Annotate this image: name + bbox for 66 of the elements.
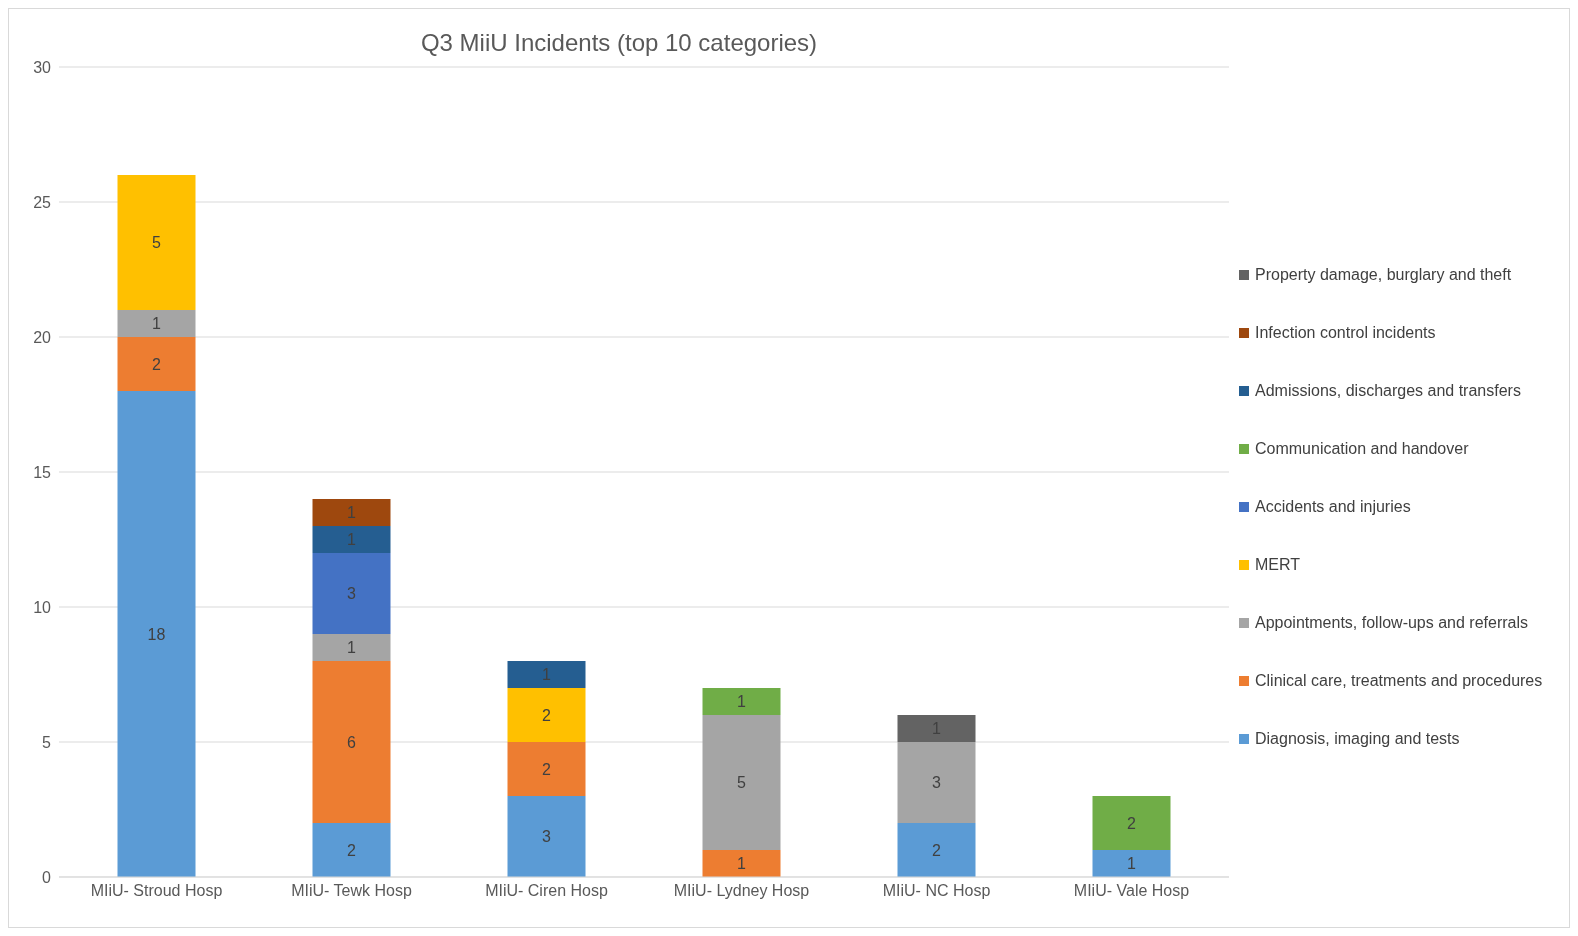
bar (897, 823, 976, 877)
bar (897, 715, 976, 742)
data-label: 3 (932, 774, 942, 792)
legend-label: Admissions, discharges and transfers (1255, 382, 1521, 400)
data-label: 1 (152, 315, 162, 333)
y-tick-label: 10 (33, 598, 52, 616)
bar (312, 661, 391, 823)
bar (312, 823, 391, 877)
legend-label: Clinical care, treatments and procedures (1255, 672, 1543, 690)
bar (507, 742, 586, 796)
data-label: 1 (347, 531, 357, 549)
bar (312, 499, 391, 526)
bar (117, 310, 196, 337)
legend-label: Diagnosis, imaging and tests (1255, 730, 1460, 748)
data-label: 1 (737, 693, 747, 711)
y-tick-label: 30 (33, 58, 52, 76)
x-tick-label: MIiU- Tewk Hosp (291, 882, 412, 900)
x-tick-label: MIiU- Lydney Hosp (673, 882, 810, 900)
data-label: 3 (347, 585, 357, 603)
legend-label: Communication and handover (1255, 440, 1469, 458)
legend-label: Appointments, follow-ups and referrals (1255, 614, 1529, 632)
bar (117, 337, 196, 391)
bar (702, 715, 781, 850)
bar (1092, 850, 1171, 877)
data-label: 1 (737, 855, 747, 873)
data-label: 18 (147, 625, 166, 643)
bar (897, 742, 976, 823)
bar (312, 526, 391, 553)
bar (312, 634, 391, 661)
data-label: 5 (737, 774, 747, 792)
data-label: 2 (542, 706, 552, 724)
legend-label: Infection control incidents (1255, 324, 1436, 342)
data-label: 1 (347, 504, 357, 522)
legend-label: MERT (1255, 556, 1301, 574)
data-label: 1 (542, 666, 552, 684)
bar (702, 688, 781, 715)
data-label: 1 (1127, 855, 1137, 873)
bar (507, 661, 586, 688)
bar (507, 796, 586, 877)
bar (117, 391, 196, 877)
legend-label: Property damage, burglary and theft (1255, 266, 1512, 284)
x-tick-label: MIiU- NC Hosp (882, 882, 991, 900)
y-tick-label: 0 (42, 868, 52, 886)
x-tick-label: MIiU- Vale Hosp (1073, 882, 1190, 900)
x-tick-label: MIiU- Stroud Hosp (90, 882, 223, 900)
y-tick-label: 15 (33, 463, 52, 481)
data-label: 5 (152, 234, 162, 252)
bar (312, 553, 391, 634)
bar (117, 175, 196, 310)
y-tick-label: 20 (33, 328, 52, 346)
data-label: 2 (932, 841, 942, 859)
y-tick-label: 5 (42, 733, 52, 751)
data-label: 3 (542, 828, 552, 846)
data-label: 2 (152, 355, 162, 373)
data-label: 2 (542, 760, 552, 778)
data-label: 6 (347, 733, 357, 751)
bar (507, 688, 586, 742)
y-tick-label: 25 (33, 193, 52, 211)
chart-title: Q3 MiiU Incidents (top 10 categories) (419, 28, 819, 57)
data-label: 2 (1127, 814, 1137, 832)
data-label: 2 (347, 841, 357, 859)
bar (1092, 796, 1171, 850)
data-label: 1 (347, 639, 357, 657)
legend-label: Accidents and injuries (1255, 498, 1411, 516)
bar (702, 850, 781, 877)
x-tick-label: MIiU- Ciren Hosp (485, 882, 608, 900)
